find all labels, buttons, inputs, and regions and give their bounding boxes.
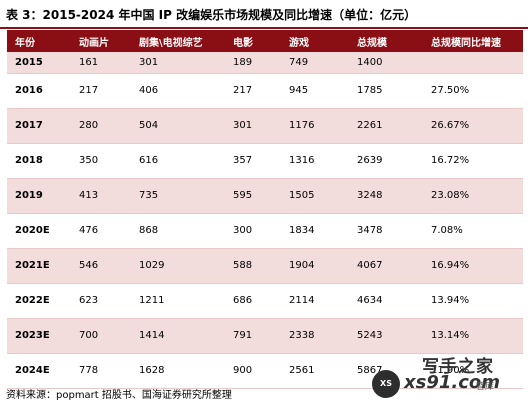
cell-growth: 16.72% [431,155,470,166]
table-row: 2021E 546 1029 588 1904 4067 16.94% [7,248,523,283]
cell-film: 301 [233,120,253,131]
cell-growth: 7.08% [431,225,463,236]
cell-growth: 13.94% [431,295,470,306]
cell-total: 3248 [357,190,383,201]
cell-growth: 23.08% [431,190,470,201]
cell-total: 2261 [357,120,383,131]
cell-animation: 778 [79,365,99,376]
table-title: 表 3：2015-2024 年中国 IP 改编娱乐市场规模及同比增速（单位：亿元… [6,8,417,22]
table-row: 2018 350 616 357 1316 2639 16.72% [7,143,523,178]
cell-year: 2018 [15,155,43,166]
table-row: 2015 161 301 189 749 1400 [7,52,523,73]
cell-animation: 623 [79,295,99,306]
cell-film: 357 [233,155,253,166]
cell-film: 595 [233,190,253,201]
cell-animation: 700 [79,330,99,341]
cell-year: 2015 [15,56,43,68]
cell-film: 686 [233,295,253,306]
cell-games: 2114 [289,295,315,306]
cell-growth [423,52,523,73]
cell-year: 2024E [15,365,50,376]
cell-year: 2019 [15,190,43,201]
cell-total: 5867 [357,365,383,376]
cell-total: 5243 [357,330,383,341]
header-growth: 总规模同比增速 [431,37,501,49]
cell-series-tv: 301 [139,56,159,68]
cell-series-tv: 406 [139,85,159,96]
cell-film: 189 [233,56,253,68]
header-animation: 动画片 [79,37,109,49]
site-watermark: 写手之家 XS xs91.com 智库 [364,352,524,402]
cell-total: 4634 [357,295,383,306]
cell-series-tv: 1628 [139,365,165,376]
table-row: 2022E 623 1211 686 2114 4634 13.94% [7,283,523,318]
header-film: 电影 [233,37,253,49]
cell-animation: 280 [79,120,99,131]
table-row: 2019 413 735 595 1505 3248 23.08% [7,178,523,213]
cell-year: 2022E [15,295,50,306]
cell-film: 791 [233,330,253,341]
cell-animation: 413 [79,190,99,201]
header-series-tv: 剧集\电视综艺 [139,37,203,49]
cell-games: 1176 [289,120,315,131]
cell-series-tv: 616 [139,155,159,166]
watermark-tag: 智库 [476,382,495,392]
table-row: 2017 280 504 301 1176 2261 26.67% [7,108,523,143]
cell-film: 588 [233,260,253,271]
cell-series-tv: 504 [139,120,159,131]
table-header-row: 年份 动画片 剧集\电视综艺 电影 游戏 总规模 总规模同比增速 [7,30,523,52]
cell-growth: 13.14% [431,330,470,341]
cell-games: 1834 [289,225,315,236]
header-year: 年份 [15,37,35,49]
cell-animation: 217 [79,85,99,96]
table-row: 2023E 700 1414 791 2338 5243 13.14% [7,318,523,353]
cell-games: 1904 [289,260,315,271]
cell-animation: 546 [79,260,99,271]
table-row: 2024E 778 1628 900 2561 5867 11.90% [7,353,523,388]
cell-series-tv: 1211 [139,295,165,306]
cell-games: 2338 [289,330,315,341]
cell-animation: 161 [79,56,99,68]
watermark-logo-icon: XS [372,370,400,398]
cell-film: 300 [233,225,253,236]
cell-animation: 350 [79,155,99,166]
cell-total: 1785 [357,85,383,96]
cell-total: 4067 [357,260,383,271]
cell-series-tv: 1029 [139,260,165,271]
cell-year: 2020E [15,225,50,236]
cell-growth: 11.90% [431,365,470,376]
cell-growth: 16.94% [431,260,470,271]
header-total: 总规模 [357,37,387,49]
cell-games: 2561 [289,365,315,376]
cell-series-tv: 868 [139,225,159,236]
source-note: 资料来源：popmart 招股书、国海证券研究所整理 [6,390,232,401]
cell-year: 2021E [15,260,50,271]
table-row: 2020E 476 868 300 1834 3478 7.08% [7,213,523,248]
cell-games: 1505 [289,190,315,201]
cell-year: 2023E [15,330,50,341]
header-games: 游戏 [289,37,309,49]
table-row: 2016 217 406 217 945 1785 27.50% [7,73,523,108]
cell-total: 1400 [357,56,383,68]
market-size-table: 年份 动画片 剧集\电视综艺 电影 游戏 总规模 总规模同比增速 2015 16… [7,30,523,389]
cell-film: 217 [233,85,253,96]
watermark-site-name: 写手之家 [422,357,494,377]
cell-year: 2016 [15,85,43,96]
cell-total: 3478 [357,225,383,236]
cell-animation: 476 [79,225,99,236]
cell-games: 749 [289,56,309,68]
cell-film: 900 [233,365,253,376]
cell-series-tv: 735 [139,190,159,201]
title-divider [0,27,528,29]
cell-growth: 26.67% [431,120,470,131]
cell-games: 945 [289,85,309,96]
cell-total: 2639 [357,155,383,166]
watermark-url: xs91.com [404,372,501,393]
cell-year: 2017 [15,120,43,131]
cell-growth: 27.50% [431,85,470,96]
cell-series-tv: 1414 [139,330,165,341]
cell-games: 1316 [289,155,315,166]
